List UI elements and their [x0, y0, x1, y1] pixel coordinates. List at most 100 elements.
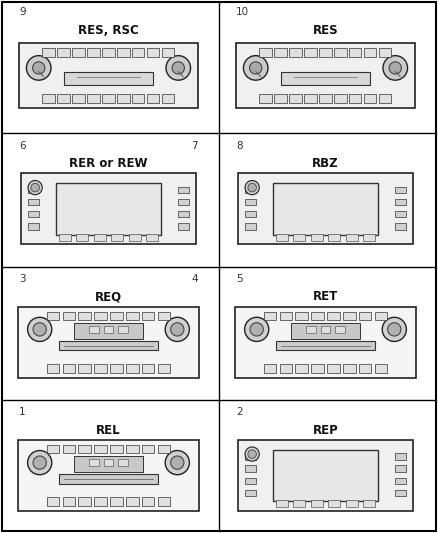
Bar — [304, 48, 317, 57]
Bar — [238, 173, 413, 245]
Bar — [118, 326, 127, 333]
Circle shape — [165, 450, 189, 475]
Bar — [378, 48, 391, 57]
Circle shape — [248, 450, 256, 458]
Text: REP: REP — [313, 424, 339, 437]
Circle shape — [250, 322, 263, 336]
Bar — [178, 223, 189, 230]
Bar — [276, 234, 288, 241]
Circle shape — [28, 181, 42, 195]
Bar — [94, 364, 107, 373]
Bar — [364, 48, 376, 57]
Bar — [162, 48, 174, 57]
Bar — [334, 48, 346, 57]
Bar — [396, 490, 406, 496]
Bar — [142, 364, 155, 373]
Bar — [87, 48, 100, 57]
Bar — [132, 94, 145, 103]
Bar — [276, 500, 288, 507]
Bar — [110, 364, 123, 373]
Bar — [274, 48, 287, 57]
Circle shape — [382, 317, 406, 342]
Bar — [295, 312, 308, 320]
Text: 4: 4 — [191, 274, 198, 284]
Bar — [64, 72, 153, 85]
Bar — [281, 72, 370, 85]
Circle shape — [28, 317, 52, 342]
Text: 9: 9 — [19, 7, 26, 18]
Bar — [94, 445, 107, 454]
Bar — [126, 445, 138, 454]
Bar — [118, 459, 127, 466]
Bar — [293, 234, 305, 241]
Bar — [346, 500, 358, 507]
Bar — [346, 234, 358, 241]
Bar — [76, 234, 88, 241]
Bar — [28, 187, 39, 193]
Bar — [259, 48, 272, 57]
Bar — [245, 223, 256, 230]
Bar — [245, 465, 256, 472]
Bar — [47, 364, 60, 373]
Bar — [126, 312, 138, 320]
Bar — [328, 234, 340, 241]
Text: 1: 1 — [19, 407, 26, 417]
Bar — [63, 364, 75, 373]
Bar — [78, 445, 91, 454]
Text: 2: 2 — [236, 407, 243, 417]
Bar — [42, 48, 55, 57]
Bar — [28, 211, 39, 217]
Circle shape — [171, 456, 184, 469]
Bar — [396, 211, 406, 217]
Bar — [304, 94, 317, 103]
Bar — [63, 497, 75, 506]
Bar — [279, 364, 292, 373]
Circle shape — [31, 183, 39, 192]
Bar — [42, 94, 55, 103]
Bar — [291, 323, 360, 338]
Circle shape — [250, 62, 262, 74]
Bar — [142, 445, 155, 454]
Bar — [129, 234, 141, 241]
Bar — [94, 312, 107, 320]
Bar — [264, 312, 276, 320]
Bar — [72, 48, 85, 57]
Text: RBZ: RBZ — [312, 157, 339, 170]
Bar — [59, 234, 71, 241]
Circle shape — [172, 62, 184, 74]
Circle shape — [165, 317, 189, 342]
Bar — [158, 312, 170, 320]
Bar — [238, 440, 413, 511]
Bar — [396, 187, 406, 193]
Bar — [59, 341, 158, 350]
Bar — [94, 497, 107, 506]
Bar — [111, 234, 124, 241]
Bar — [245, 490, 256, 496]
Bar — [147, 94, 159, 103]
Bar — [374, 312, 387, 320]
Circle shape — [33, 322, 46, 336]
Bar — [359, 312, 371, 320]
Bar — [57, 94, 70, 103]
Bar — [274, 94, 287, 103]
Text: 7: 7 — [191, 141, 198, 151]
Bar — [236, 43, 415, 108]
Text: RES: RES — [313, 24, 338, 37]
Circle shape — [244, 317, 269, 342]
Circle shape — [166, 55, 191, 80]
Circle shape — [388, 322, 401, 336]
Circle shape — [32, 62, 45, 74]
Bar — [87, 94, 100, 103]
Bar — [319, 48, 332, 57]
Text: 6: 6 — [19, 141, 26, 151]
Bar — [295, 364, 308, 373]
Bar — [396, 454, 406, 460]
Bar — [289, 94, 302, 103]
Bar — [245, 454, 256, 460]
Bar — [363, 234, 375, 241]
Bar — [311, 312, 324, 320]
Bar — [178, 211, 189, 217]
Bar — [89, 326, 99, 333]
Bar — [327, 364, 340, 373]
Bar — [158, 497, 170, 506]
